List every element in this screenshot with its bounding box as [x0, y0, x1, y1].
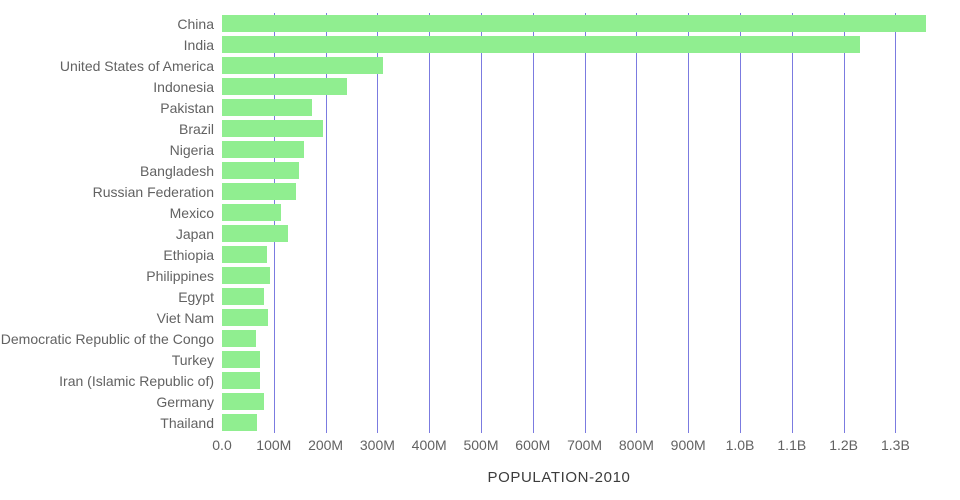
population-bar	[222, 351, 260, 368]
x-tick-label: 300M	[359, 437, 395, 453]
bar-track	[222, 34, 960, 55]
bar-track	[222, 412, 960, 433]
bar-track	[222, 139, 960, 160]
category-label: Bangladesh	[140, 162, 214, 179]
bar-track	[222, 118, 960, 139]
category-label: Thailand	[160, 414, 214, 431]
chart-row: Philippines	[0, 265, 960, 286]
chart-row: Turkey	[0, 349, 960, 370]
population-bar	[222, 162, 300, 179]
bar-track	[222, 370, 960, 391]
bar-track	[222, 223, 960, 244]
population-bar	[222, 183, 297, 200]
population-bar	[222, 141, 305, 158]
x-tick-label: 1.3B	[880, 437, 910, 453]
chart-row: Indonesia	[0, 76, 960, 97]
population-bar	[222, 57, 383, 74]
category-label: Egypt	[178, 288, 214, 305]
chart-row: Russian Federation	[0, 181, 960, 202]
chart-row: Viet Nam	[0, 307, 960, 328]
bar-track	[222, 244, 960, 265]
x-tick-label: 200M	[308, 437, 344, 453]
category-label: Germany	[156, 393, 214, 410]
x-axis: 0.0 100M 200M 300M 400M 500M 600M 700M 800M 900M 1…	[0, 437, 960, 455]
category-label: India	[183, 36, 214, 53]
population-bar	[222, 246, 268, 263]
category-label: Pakistan	[160, 99, 214, 116]
x-tick-label: 700M	[567, 437, 603, 453]
x-axis-title: POPULATION-2010	[487, 469, 631, 486]
rows-layer: China India United States of America Indone…	[0, 13, 960, 433]
category-label: Mexico	[169, 204, 214, 221]
chart-row: Mexico	[0, 202, 960, 223]
bar-track	[222, 13, 960, 34]
chart-row: Ethiopia	[0, 244, 960, 265]
category-label: Viet Nam	[156, 309, 214, 326]
bar-track	[222, 160, 960, 181]
bar-track	[222, 97, 960, 118]
category-label: Indonesia	[153, 78, 214, 95]
bar-track	[222, 328, 960, 349]
chart-row: Iran (Islamic Republic of)	[0, 370, 960, 391]
x-tick-label: 1.1B	[777, 437, 807, 453]
category-label: Nigeria	[169, 141, 214, 158]
chart-row: India	[0, 34, 960, 55]
population-bar	[222, 204, 282, 221]
x-tick-label: 400M	[411, 437, 447, 453]
category-label: Japan	[175, 225, 214, 242]
bar-track	[222, 76, 960, 97]
bar-track	[222, 202, 960, 223]
population-bar	[222, 414, 257, 431]
category-label: Russian Federation	[92, 183, 214, 200]
bar-track	[222, 349, 960, 370]
chart-row: Pakistan	[0, 97, 960, 118]
bar-track	[222, 286, 960, 307]
population-bar	[222, 288, 264, 305]
population-bar	[222, 15, 927, 32]
population-bar	[222, 267, 271, 284]
x-tick-label: 0.0	[212, 437, 232, 453]
x-tick-label: 600M	[515, 437, 551, 453]
category-label: Iran (Islamic Republic of)	[59, 372, 214, 389]
population-bar	[222, 225, 289, 242]
population-bar	[222, 120, 323, 137]
population-bar	[222, 393, 264, 410]
x-tick-label: 800M	[618, 437, 654, 453]
category-label: China	[177, 15, 214, 32]
chart-row: United States of America	[0, 55, 960, 76]
chart-row: Nigeria	[0, 139, 960, 160]
chart-row: Brazil	[0, 118, 960, 139]
bar-track	[222, 265, 960, 286]
bar-track	[222, 181, 960, 202]
population-bar	[222, 99, 313, 116]
x-tick-label: 900M	[670, 437, 706, 453]
chart-row: China	[0, 13, 960, 34]
population-bar	[222, 78, 348, 95]
category-label: Brazil	[178, 120, 214, 137]
chart-row: Bangladesh	[0, 160, 960, 181]
bar-track	[222, 307, 960, 328]
category-label: Democratic Republic of the Congo	[0, 330, 214, 347]
x-tick-label: 100M	[256, 437, 292, 453]
x-tick-label: 1.2B	[829, 437, 858, 453]
population-bar	[222, 36, 860, 53]
x-tick-label: 1.0B	[725, 437, 755, 453]
x-tick-label: 500M	[463, 437, 499, 453]
population-bar	[222, 372, 261, 389]
chart-row: Japan	[0, 223, 960, 244]
bar-track	[222, 55, 960, 76]
category-label: Turkey	[171, 351, 214, 368]
category-label: Philippines	[146, 267, 214, 284]
chart-row: Thailand	[0, 412, 960, 433]
chart-row: Democratic Republic of the Congo	[0, 328, 960, 349]
population-bar	[222, 309, 268, 326]
category-label: United States of America	[59, 57, 214, 74]
chart-row: Egypt	[0, 286, 960, 307]
population-bar	[222, 330, 257, 347]
category-label: Ethiopia	[163, 246, 214, 263]
bar-track	[222, 391, 960, 412]
chart-row: Germany	[0, 391, 960, 412]
